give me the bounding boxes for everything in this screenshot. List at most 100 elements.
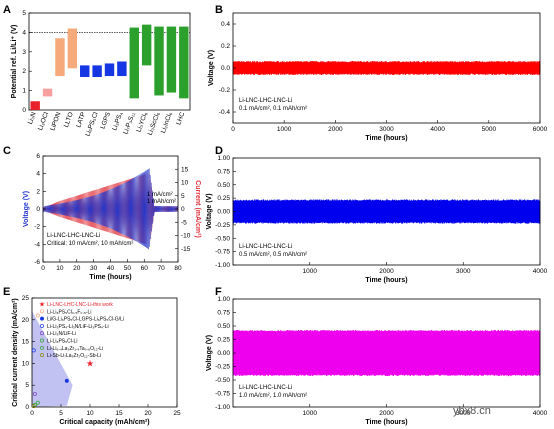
y-tick-label: -0.50 <box>215 235 230 242</box>
bar <box>92 65 102 78</box>
y2-tick-label: 10 <box>181 180 189 187</box>
x-tick-label: LGPS <box>99 111 112 130</box>
x-tick-label: 0 <box>30 410 34 417</box>
y-tick-label: -0.25 <box>215 222 230 229</box>
x-tick-label: 2000 <box>379 410 394 417</box>
annotation-line: 0.1 mA/cm², 0.1 mAh/cm² <box>239 106 307 112</box>
annotation-line: Li-LNC-LHC-LNC-Li <box>47 233 100 239</box>
data-point <box>31 404 36 409</box>
legend-entry: Li-Li₃N/LiF-Li <box>47 331 76 337</box>
chart-f: -1.00 -0.75 -0.50 -0.25 0.00 0.25 0.50 0.75 1.00… <box>206 296 548 426</box>
bar <box>55 38 65 77</box>
data-point <box>32 391 37 396</box>
y-tick-label: -4 <box>34 241 40 248</box>
x-tick-label: 4000 <box>533 410 548 417</box>
y-tick-label: -0.25 <box>215 364 230 371</box>
x-tick-label: 2000 <box>379 268 394 275</box>
x-tick-label: 40 <box>107 265 115 272</box>
y-tick-label: 6 <box>36 153 40 160</box>
y-tick-label: 0.2 <box>221 43 230 50</box>
legend-marker <box>40 338 44 343</box>
x-tick-label: 5000 <box>482 126 497 133</box>
y2-tick-label: -10 <box>181 233 191 240</box>
x-axis-label: Time (hours) <box>365 135 407 142</box>
panel-label-A: A <box>3 4 11 16</box>
y-tick-label: 0.25 <box>217 195 230 202</box>
x-tick-label: 3000 <box>456 410 471 417</box>
chart-d: -1.00 -0.75 -0.50 -0.25 0.00 0.25 0.50 0.75 1.00… <box>206 155 548 284</box>
x-tick-label: 15 <box>115 410 123 417</box>
panel-label-D: D <box>215 145 223 157</box>
y2-tick-label: 15 <box>181 166 189 173</box>
x-tick-label: 50 <box>124 265 132 272</box>
x-tick-label: 10 <box>56 265 64 272</box>
chart-e: 0 5 10 15 20 25 0 5 10 15 20 25 Critical capacity (m… <box>12 295 181 426</box>
x-tick-label: 30 <box>90 265 98 272</box>
x-tick-label: 3000 <box>456 268 471 275</box>
y-tick-label: 15 <box>22 339 30 346</box>
panel-label-C: C <box>3 145 11 157</box>
x-tick-label: 25 <box>173 410 181 417</box>
bar <box>141 24 152 66</box>
legend-marker <box>40 323 44 328</box>
y-tick-label: -6 <box>34 259 40 266</box>
x-tick-label: 60 <box>141 265 149 272</box>
y-tick-label: 25 <box>22 295 30 302</box>
y-tick-label: 2 <box>22 68 26 75</box>
y-tick-label: 2 <box>36 188 40 195</box>
x-tick-label: 1000 <box>303 268 318 275</box>
bar <box>104 63 115 77</box>
y-tick-label: -0.50 <box>215 377 230 384</box>
panel-label-E: E <box>3 286 10 298</box>
legend-entry: Li-Li₃PS₄-Li₃N/LiF-Li₃PS₄-Li <box>47 324 109 330</box>
bar <box>30 101 40 110</box>
y-tick-label: 0.50 <box>217 182 230 189</box>
x-tick-label: 80 <box>174 265 182 272</box>
y-tick-label: -0.75 <box>215 249 230 256</box>
annotation-line: Li-LNC-LHC-LNC-Li <box>239 385 292 391</box>
y-tick-label: -0.75 <box>215 391 230 398</box>
y-tick-label: -0.4 <box>219 109 231 116</box>
bar <box>80 65 90 78</box>
watermark-text: ybx8.cn <box>453 405 491 417</box>
x-tick-label: 2000 <box>328 126 343 133</box>
y-tick-label: 5 <box>25 382 29 389</box>
y-tick-label: 10 <box>22 360 30 367</box>
annotation-line: Li-LNC-LHC-LNC-Li <box>239 98 292 104</box>
legend-marker <box>40 345 44 350</box>
x-tick-label: Li₃N <box>27 111 38 125</box>
inset-label: 1 mA/cm² <box>147 192 173 198</box>
legend-entry: Li-Sb-Li₇La₃Zr₂O₁₂-Sb-Li <box>47 353 101 359</box>
y-tick-label: 1.00 <box>217 155 230 162</box>
y-tick-label: 0.00 <box>217 350 230 357</box>
y-tick-label: 0.00 <box>217 209 230 216</box>
x-tick-label: 0 <box>231 126 235 133</box>
legend-marker <box>40 316 44 321</box>
annotation-line: Critical: 10 mA/cm², 10 mAh/cm² <box>47 241 133 247</box>
y2-tick-label: -5 <box>181 219 187 226</box>
inset-label: 1 mAh/cm² <box>147 199 176 205</box>
x-tick-label: Li₂InCl₆ <box>160 111 174 134</box>
bar <box>42 88 53 97</box>
y-tick-label: -1.00 <box>215 404 230 411</box>
y-tick-label: 0.75 <box>217 310 230 317</box>
legend-entry: Li-Li₆.₄La₃Zr₁.₄Ta₀.₆O₁₂-Li <box>47 346 103 352</box>
annotation-line: 1.0 mA/cm², 1.0 mAh/cm² <box>239 393 307 399</box>
x-tick-label: 0 <box>41 265 45 272</box>
y2-tick-label: 0 <box>181 206 185 213</box>
y-tick-label: 4 <box>22 29 26 36</box>
y-tick-label: -2 <box>34 224 40 231</box>
data-point <box>35 400 40 405</box>
annotation-line: 0.5 mA/cm², 0.5 mAh/cm² <box>239 252 307 258</box>
legend-entry: Li-LNC-LHC-LNC-Li-this work <box>47 302 113 308</box>
legend-entry: Li/G-Li₆PS₅Cl-LGPS-Li₆PS₅Cl-G/Li <box>47 317 124 323</box>
x-axis-label: Time (hours) <box>365 277 407 284</box>
x-axis-label: Time (hours) <box>89 274 131 281</box>
y-tick-label: 3 <box>22 49 26 56</box>
plot-frame <box>28 12 191 111</box>
x-axis-label: Critical capacity (mAh/cm²) <box>59 419 149 426</box>
x-tick-label: LiPON <box>49 111 62 132</box>
x-tick-label: 3000 <box>379 126 394 133</box>
legend-entry: Li-Li₆PS₅Cl-Li <box>47 339 77 345</box>
